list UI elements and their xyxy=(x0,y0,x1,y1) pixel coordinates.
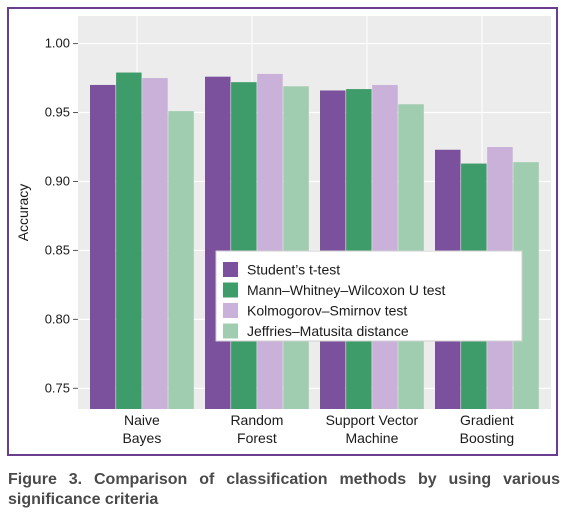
y-tick-label: 0.90 xyxy=(45,173,70,188)
legend-label: Mann–Whitney–Wilcoxon U test xyxy=(247,282,446,298)
bar xyxy=(283,86,309,409)
figure-caption: Figure 3. Comparison of classification m… xyxy=(8,471,560,508)
y-tick-label: 0.80 xyxy=(45,311,70,326)
bar xyxy=(231,82,257,409)
legend-label: Jeffries–Matusita distance xyxy=(247,323,409,339)
bar xyxy=(116,72,142,410)
x-category-label: Random xyxy=(230,412,283,428)
x-category-label: Bayes xyxy=(122,430,161,446)
y-tick-label: 0.95 xyxy=(45,105,70,120)
y-axis-title: Accuracy xyxy=(15,184,31,242)
legend-swatch xyxy=(223,323,238,339)
x-category-label: Naive xyxy=(124,412,160,428)
accuracy-bar-chart: 0.75 0.80 0.85 0.90 0.95 1.00 Accuracy Naive Bay… xyxy=(15,16,551,446)
bar xyxy=(205,76,231,410)
bar xyxy=(168,111,194,409)
y-tick-label: 0.85 xyxy=(45,242,70,257)
x-category-label: Machine xyxy=(345,430,398,446)
bar xyxy=(90,84,116,410)
bar xyxy=(142,78,168,409)
x-category-label: Gradient xyxy=(460,412,514,428)
x-category-label: Forest xyxy=(237,430,277,446)
bar xyxy=(257,73,283,410)
legend-swatch xyxy=(223,262,238,277)
legend-label: Kolmogorov–Smirnov test xyxy=(247,303,407,319)
bar xyxy=(346,89,372,409)
y-tick-label: 0.75 xyxy=(45,380,70,395)
y-tick-label: 1.00 xyxy=(45,36,70,51)
legend-swatch xyxy=(223,303,238,318)
legend-swatch xyxy=(223,282,238,298)
bar xyxy=(320,90,346,409)
x-category-label: Boosting xyxy=(460,430,514,446)
legend-box xyxy=(215,250,523,342)
bar xyxy=(372,84,398,410)
legend-label: Student’s t-test xyxy=(247,262,340,278)
x-category-label: Support Vector xyxy=(326,412,419,428)
